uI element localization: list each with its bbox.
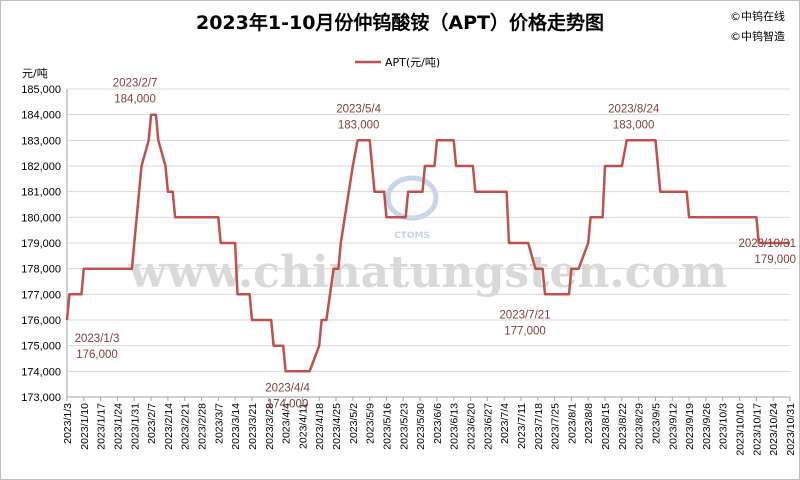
x-tick-label: 2023/1/24 — [112, 403, 124, 450]
x-tick-label: 2023/9/5 — [650, 403, 662, 444]
series-line-apt — [65, 113, 790, 373]
x-tick-label: 2023/3/21 — [247, 403, 259, 450]
x-tick-label: 2023/7/11 — [516, 403, 528, 449]
x-tick-label: 2023/1/3 — [62, 403, 74, 444]
data-label: 2023/8/24 — [608, 103, 660, 115]
x-tick-label: 2023/2/14 — [163, 403, 175, 450]
x-tick-label: 2023/5/16 — [381, 403, 393, 450]
x-tick-label: 2023/1/31 — [129, 403, 141, 450]
x-tick-label: 2023/8/8 — [583, 403, 595, 444]
y-tick-label: 185,000 — [21, 84, 61, 96]
legend-label: APT(元/吨) — [385, 56, 440, 69]
y-axis-label: 元/吨 — [22, 67, 48, 80]
y-tick-label: 182,000 — [21, 161, 61, 173]
y-tick-label: 176,000 — [21, 315, 61, 327]
y-tick-label: 177,000 — [21, 289, 61, 301]
y-tick-label: 174,000 — [21, 366, 61, 378]
x-tick-label: 2023/9/26 — [701, 403, 713, 450]
x-tick-label: 2023/3/14 — [230, 403, 242, 450]
watermark-logo-shape — [385, 175, 439, 221]
x-tick-label: 2023/4/4 — [281, 403, 293, 444]
data-label: 2023/2/7 — [113, 78, 158, 90]
y-tick-label: 183,000 — [21, 135, 61, 147]
x-tick-label: 2023/10/3 — [718, 403, 730, 450]
x-tick-label: 2023/6/13 — [449, 403, 461, 450]
x-tick-label: 2023/2/7 — [146, 403, 158, 444]
x-tick-label: 2023/4/25 — [331, 403, 343, 450]
data-label: 2023/4/4 — [265, 382, 310, 394]
x-tick-label: 2023/10/24 — [768, 403, 780, 456]
x-tick-label: 2023/2/21 — [180, 403, 192, 450]
x-tick-label: 2023/5/9 — [365, 403, 377, 444]
y-tick-label: 178,000 — [21, 264, 61, 276]
y-tick-label: 179,000 — [21, 238, 61, 250]
chart-title: 2023年1-10月份仲钨酸铵（APT）价格走势图 — [195, 12, 605, 34]
x-tick-label: 2023/1/17 — [96, 403, 108, 450]
x-tick-label: 2023/9/12 — [667, 403, 679, 450]
y-tick-label: 181,000 — [21, 187, 61, 199]
x-tick-label: 2023/10/10 — [735, 403, 747, 456]
x-tick-label: 2023/3/28 — [264, 403, 276, 450]
x-tick-label: 2023/2/28 — [197, 403, 209, 450]
x-tick-label: 2023/10/17 — [751, 403, 763, 456]
data-label: 2023/10/31 — [738, 238, 796, 250]
x-tick-label: 2023/8/1 — [566, 403, 578, 444]
data-label: 176,000 — [76, 349, 118, 361]
data-label: 177,000 — [504, 325, 546, 337]
x-tick-label: 2023/5/23 — [398, 403, 410, 450]
watermark-logo-text: CTOMS — [394, 231, 430, 241]
data-label: 183,000 — [338, 119, 380, 131]
x-tick-label: 2023/7/4 — [499, 403, 511, 444]
x-tick-label: 2023/6/20 — [466, 403, 478, 450]
data-label: 2023/1/3 — [75, 333, 120, 345]
x-tick-label: 2023/8/29 — [634, 403, 646, 450]
watermark-url: www.chinatungsten.com — [128, 247, 728, 298]
x-tick-label: 2023/3/7 — [213, 403, 225, 444]
data-label: 179,000 — [754, 254, 796, 266]
data-label: 174,000 — [267, 398, 309, 410]
y-tick-label: 175,000 — [21, 341, 61, 353]
brand-copyright-1: ©中钨在线 — [730, 10, 785, 23]
x-tick-label: 2023/5/30 — [415, 403, 427, 450]
data-label: 184,000 — [114, 94, 156, 106]
x-tick-label: 2023/9/19 — [684, 403, 696, 450]
x-tick-label: 2023/10/31 — [785, 403, 797, 456]
y-tick-label: 184,000 — [21, 110, 61, 122]
x-tick-label: 2023/4/11 — [297, 403, 309, 449]
x-tick-label: 2023/7/18 — [533, 403, 545, 450]
data-label: 2023/5/4 — [336, 103, 381, 115]
x-tick-label: 2023/4/18 — [314, 403, 326, 450]
y-tick-label: 180,000 — [21, 212, 61, 224]
x-tick-label: 2023/7/25 — [550, 403, 562, 450]
brand-copyright-2: ©中钨智造 — [730, 30, 785, 43]
data-label: 183,000 — [613, 119, 655, 131]
x-tick-label: 2023/1/10 — [79, 403, 91, 450]
x-tick-label: 2023/8/15 — [600, 403, 612, 450]
x-tick-label: 2023/6/6 — [432, 403, 444, 444]
x-tick-label: 2023/6/27 — [482, 403, 494, 450]
y-tick-label: 173,000 — [21, 392, 61, 404]
data-label: 2023/7/21 — [499, 309, 550, 321]
x-tick-label: 2023/8/22 — [617, 403, 629, 450]
x-tick-label: 2023/5/2 — [348, 403, 360, 444]
